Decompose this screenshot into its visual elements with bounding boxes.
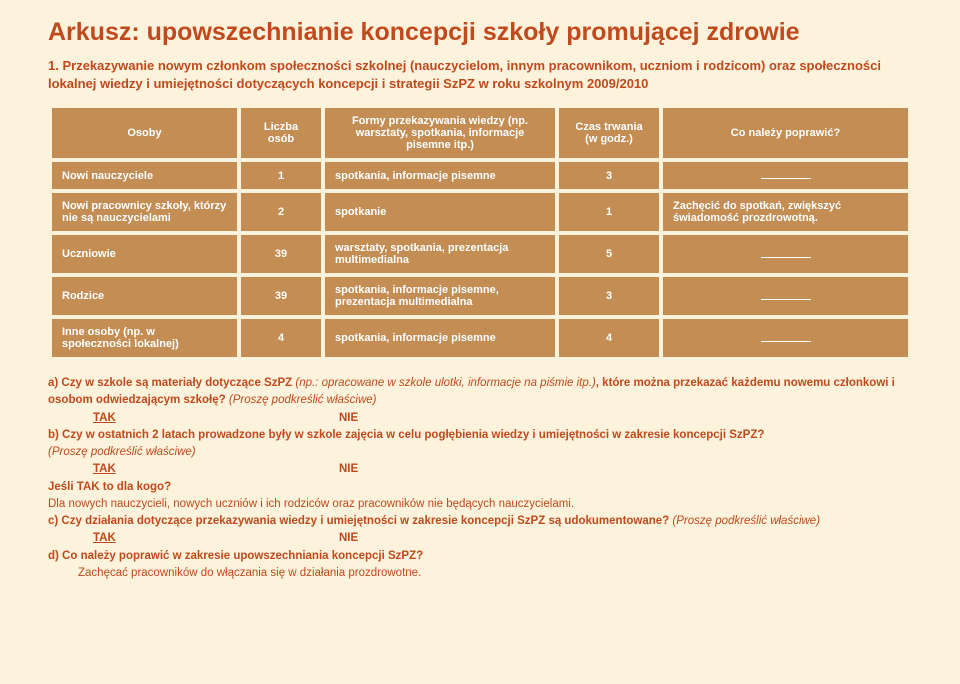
cell-liczba: 2 bbox=[241, 193, 321, 231]
col-osoby: Osoby bbox=[52, 108, 237, 158]
cell-co bbox=[663, 277, 908, 315]
cell-formy: warsztaty, spotkania, prezentacja multim… bbox=[325, 235, 555, 273]
col-czas: Czas trwania (w godz.) bbox=[559, 108, 659, 158]
cell-formy: spotkania, informacje pisemne bbox=[325, 162, 555, 189]
blank-line bbox=[761, 248, 811, 258]
cell-liczba: 1 bbox=[241, 162, 321, 189]
blank-line bbox=[761, 169, 811, 179]
cell-co bbox=[663, 235, 908, 273]
q-c-nie: NIE bbox=[339, 530, 358, 547]
data-table: Osoby Liczba osób Formy przekazywania wi… bbox=[48, 104, 912, 361]
col-liczba: Liczba osób bbox=[241, 108, 321, 158]
cell-liczba: 39 bbox=[241, 235, 321, 273]
q-b-text: b) Czy w ostatnich 2 latach prowadzone b… bbox=[48, 429, 764, 441]
page-title: Arkusz: upowszechnianie koncepcji szkoły… bbox=[48, 18, 912, 47]
q-a-tak: TAK bbox=[93, 412, 116, 424]
cell-osoby: Uczniowie bbox=[52, 235, 237, 273]
q-a-prompt: (Proszę podkreślić właściwe) bbox=[229, 394, 377, 406]
blank-line bbox=[761, 332, 811, 342]
desc-num: 1. bbox=[48, 58, 59, 73]
q-d-ans: Zachęcać pracowników do włączania się w … bbox=[78, 565, 912, 582]
cell-czas: 4 bbox=[559, 319, 659, 357]
table-row: Uczniowie39warsztaty, spotkania, prezent… bbox=[52, 235, 908, 273]
q-c-text: c) Czy działania dotyczące przekazywania… bbox=[48, 515, 672, 527]
cell-czas: 5 bbox=[559, 235, 659, 273]
q-jesli: Jeśli TAK to dla kogo? bbox=[48, 479, 912, 496]
q-b-tak: TAK bbox=[93, 463, 116, 475]
table-row: Nowi nauczyciele1spotkania, informacje p… bbox=[52, 162, 908, 189]
description: 1. Przekazywanie nowym członkom społeczn… bbox=[48, 57, 912, 92]
cell-czas: 3 bbox=[559, 162, 659, 189]
table-header-row: Osoby Liczba osób Formy przekazywania wi… bbox=[52, 108, 908, 158]
cell-co bbox=[663, 319, 908, 357]
cell-liczba: 4 bbox=[241, 319, 321, 357]
q-d-text: d) Co należy poprawić w zakresie upowsze… bbox=[48, 548, 912, 565]
q-b-nie: NIE bbox=[339, 461, 358, 478]
table-row: Nowi pracownicy szkoły, którzy nie są na… bbox=[52, 193, 908, 231]
col-formy: Formy przekazywania wiedzy (np. warsztat… bbox=[325, 108, 555, 158]
table-row: Rodzice39spotkania, informacje pisemne, … bbox=[52, 277, 908, 315]
desc-text: Przekazywanie nowym członkom społecznośc… bbox=[48, 58, 881, 91]
cell-formy: spotkania, informacje pisemne, prezentac… bbox=[325, 277, 555, 315]
q-a-nie: NIE bbox=[339, 410, 358, 427]
cell-co bbox=[663, 162, 908, 189]
cell-co: Zachęcić do spotkań, zwiększyć świadomoś… bbox=[663, 193, 908, 231]
cell-osoby: Nowi pracownicy szkoły, którzy nie są na… bbox=[52, 193, 237, 231]
q-a-text: a) Czy w szkole są materiały dotyczące S… bbox=[48, 377, 295, 389]
cell-osoby: Nowi nauczyciele bbox=[52, 162, 237, 189]
cell-formy: spotkanie bbox=[325, 193, 555, 231]
table-row: Inne osoby (np. w społeczności lokalnej)… bbox=[52, 319, 908, 357]
cell-czas: 3 bbox=[559, 277, 659, 315]
q-jesli-ans: Dla nowych nauczycieli, nowych uczniów i… bbox=[48, 496, 912, 513]
cell-osoby: Rodzice bbox=[52, 277, 237, 315]
col-co: Co należy poprawić? bbox=[663, 108, 908, 158]
q-a-italic: (np.: opracowane w szkole ulotki, inform… bbox=[295, 377, 595, 389]
cell-formy: spotkania, informacje pisemne bbox=[325, 319, 555, 357]
cell-czas: 1 bbox=[559, 193, 659, 231]
q-b-prompt: (Proszę podkreślić właściwe) bbox=[48, 446, 196, 458]
questions-block: a) Czy w szkole są materiały dotyczące S… bbox=[48, 375, 912, 582]
q-c-tak: TAK bbox=[93, 532, 116, 544]
blank-line bbox=[761, 290, 811, 300]
cell-liczba: 39 bbox=[241, 277, 321, 315]
cell-osoby: Inne osoby (np. w społeczności lokalnej) bbox=[52, 319, 237, 357]
q-c-prompt: (Proszę podkreślić właściwe) bbox=[672, 515, 820, 527]
